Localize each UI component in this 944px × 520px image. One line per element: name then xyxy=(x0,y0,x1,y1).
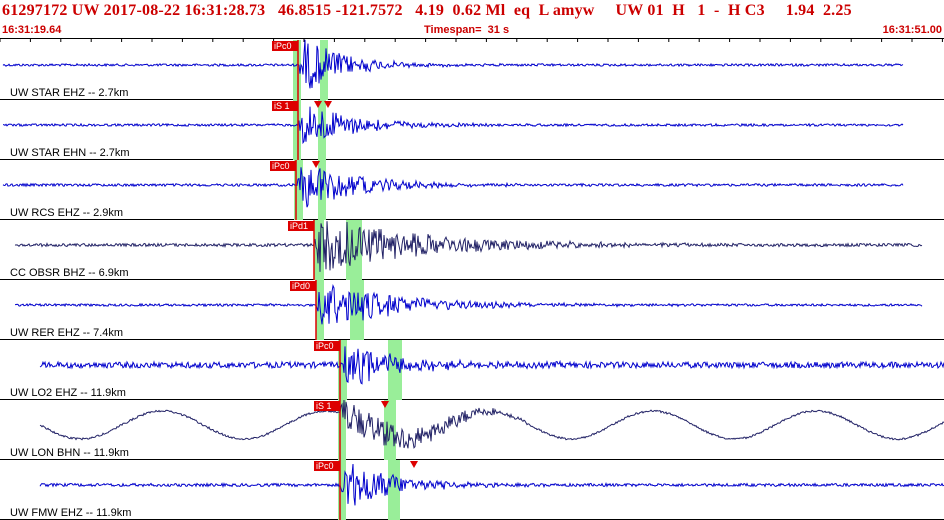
pick-label: iS 1 xyxy=(316,401,332,411)
pick-label-box xyxy=(288,221,314,231)
station-label: CC OBSR BHZ -- 6.9km xyxy=(10,267,129,279)
station-label: UW STAR EHZ -- 2.7km xyxy=(10,87,128,99)
station-label: UW RCS EHZ -- 2.9km xyxy=(10,207,123,219)
waveform-trace xyxy=(14,221,923,272)
pick-label: iPc0 xyxy=(274,41,292,51)
waveform-trace xyxy=(2,106,904,145)
pick-window xyxy=(293,40,301,100)
pick-window xyxy=(293,100,301,160)
event-title: 61297172 UW 2017-08-22 16:31:28.73 46.85… xyxy=(2,2,852,19)
pick-window xyxy=(338,460,346,520)
pick-window xyxy=(318,100,326,160)
waveform-trace xyxy=(39,463,944,506)
pick-label-box xyxy=(272,101,298,111)
pick-marker xyxy=(312,161,320,168)
pick-label-box xyxy=(270,161,296,171)
pick-label: iPd1 xyxy=(290,221,308,231)
pick-marker xyxy=(314,101,322,108)
pick-window xyxy=(388,460,400,520)
pick-marker xyxy=(381,401,389,408)
waveform-trace xyxy=(2,167,904,208)
pick-label-box xyxy=(314,461,340,471)
pick-label: iPc0 xyxy=(316,341,334,351)
pick-label-box xyxy=(314,341,340,351)
station-label: UW STAR EHN -- 2.7km xyxy=(10,147,130,159)
header-bar: 61297172 UW 2017-08-22 16:31:28.73 46.85… xyxy=(0,0,944,38)
pick-label: iPd0 xyxy=(292,281,310,291)
pick-window xyxy=(338,400,346,460)
end-time: 16:31:51.00 xyxy=(882,24,942,36)
pick-window xyxy=(320,40,328,100)
waveform-trace xyxy=(15,283,923,325)
station-label: UW LO2 EHZ -- 11.9km xyxy=(10,387,126,399)
station-label: UW RER EHZ -- 7.4km xyxy=(10,327,123,339)
pick-label: iPc0 xyxy=(272,161,290,171)
pick-label-box xyxy=(272,41,298,51)
pick-label: iS 1 xyxy=(274,101,290,111)
pick-label: iPc0 xyxy=(316,461,334,471)
pick-window xyxy=(294,160,303,220)
pick-window xyxy=(338,340,347,400)
pick-marker xyxy=(324,101,332,108)
pick-marker xyxy=(410,461,418,468)
pick-label-box xyxy=(314,401,340,411)
waveform-trace xyxy=(39,399,944,449)
pick-label-box xyxy=(290,281,316,291)
start-time: 16:31:19.64 xyxy=(2,24,62,36)
station-label: UW LON BHN -- 11.9km xyxy=(10,447,129,459)
pick-window xyxy=(388,340,402,400)
waveform-trace xyxy=(39,346,944,385)
station-label: UW FMW EHZ -- 11.9km xyxy=(10,507,131,519)
pick-window xyxy=(318,160,326,220)
waveform-trace xyxy=(2,39,904,89)
timespan-label: Timespan= 31 s xyxy=(424,24,510,36)
